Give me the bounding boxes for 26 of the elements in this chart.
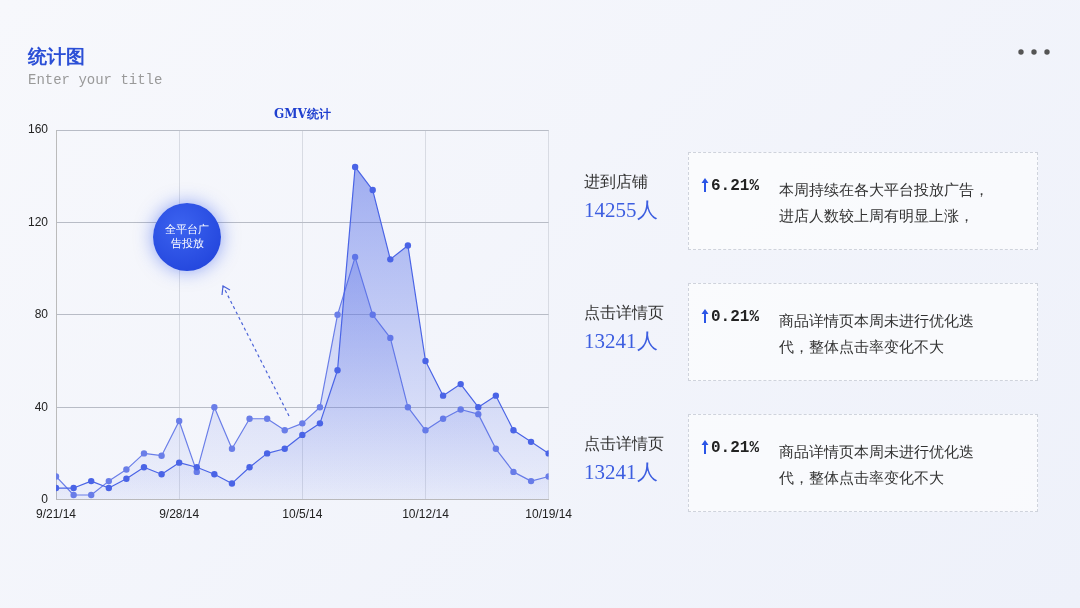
y-tick-label: 160 (27, 122, 49, 137)
text: 点击详情页 (584, 303, 664, 323)
y-tick-label: 40 (34, 399, 49, 414)
x-tick-label: 9/21/14 (36, 507, 77, 522)
text: 13241人 (584, 328, 658, 355)
text: 0.21% (710, 439, 760, 457)
y-tick-label: 80 (34, 307, 49, 322)
text: 统计图 (28, 45, 86, 69)
x-tick-label: 10/19/14 (525, 507, 573, 522)
circle-badge: 全平台广告投放 (153, 203, 221, 271)
y-tick-label: 0 (41, 491, 49, 506)
text: 进到店铺 (584, 172, 648, 192)
text: 点击详情页 (584, 434, 664, 454)
text: 商品详情页本周未进行优化迭代，整体点击率变化不大 (779, 312, 975, 357)
chart-title: GMV统计 (273, 107, 331, 121)
x-tick-label: 9/28/14 (159, 507, 200, 522)
x-tick-label: 10/12/14 (402, 507, 450, 522)
x-tick-label: 10/5/14 (282, 507, 323, 522)
text: 14255人 (584, 197, 658, 224)
text: 本周持续在各大平台投放广告，进店人数较上周有明显上涨， (779, 181, 990, 226)
text: 6.21% (710, 177, 760, 195)
y-tick-label: 120 (27, 214, 49, 229)
text: 13241人 (584, 459, 658, 486)
text: 0.21% (710, 308, 760, 326)
text: 商品详情页本周未进行优化迭代，整体点击率变化不大 (779, 443, 975, 488)
text: Enter your title (28, 72, 163, 88)
